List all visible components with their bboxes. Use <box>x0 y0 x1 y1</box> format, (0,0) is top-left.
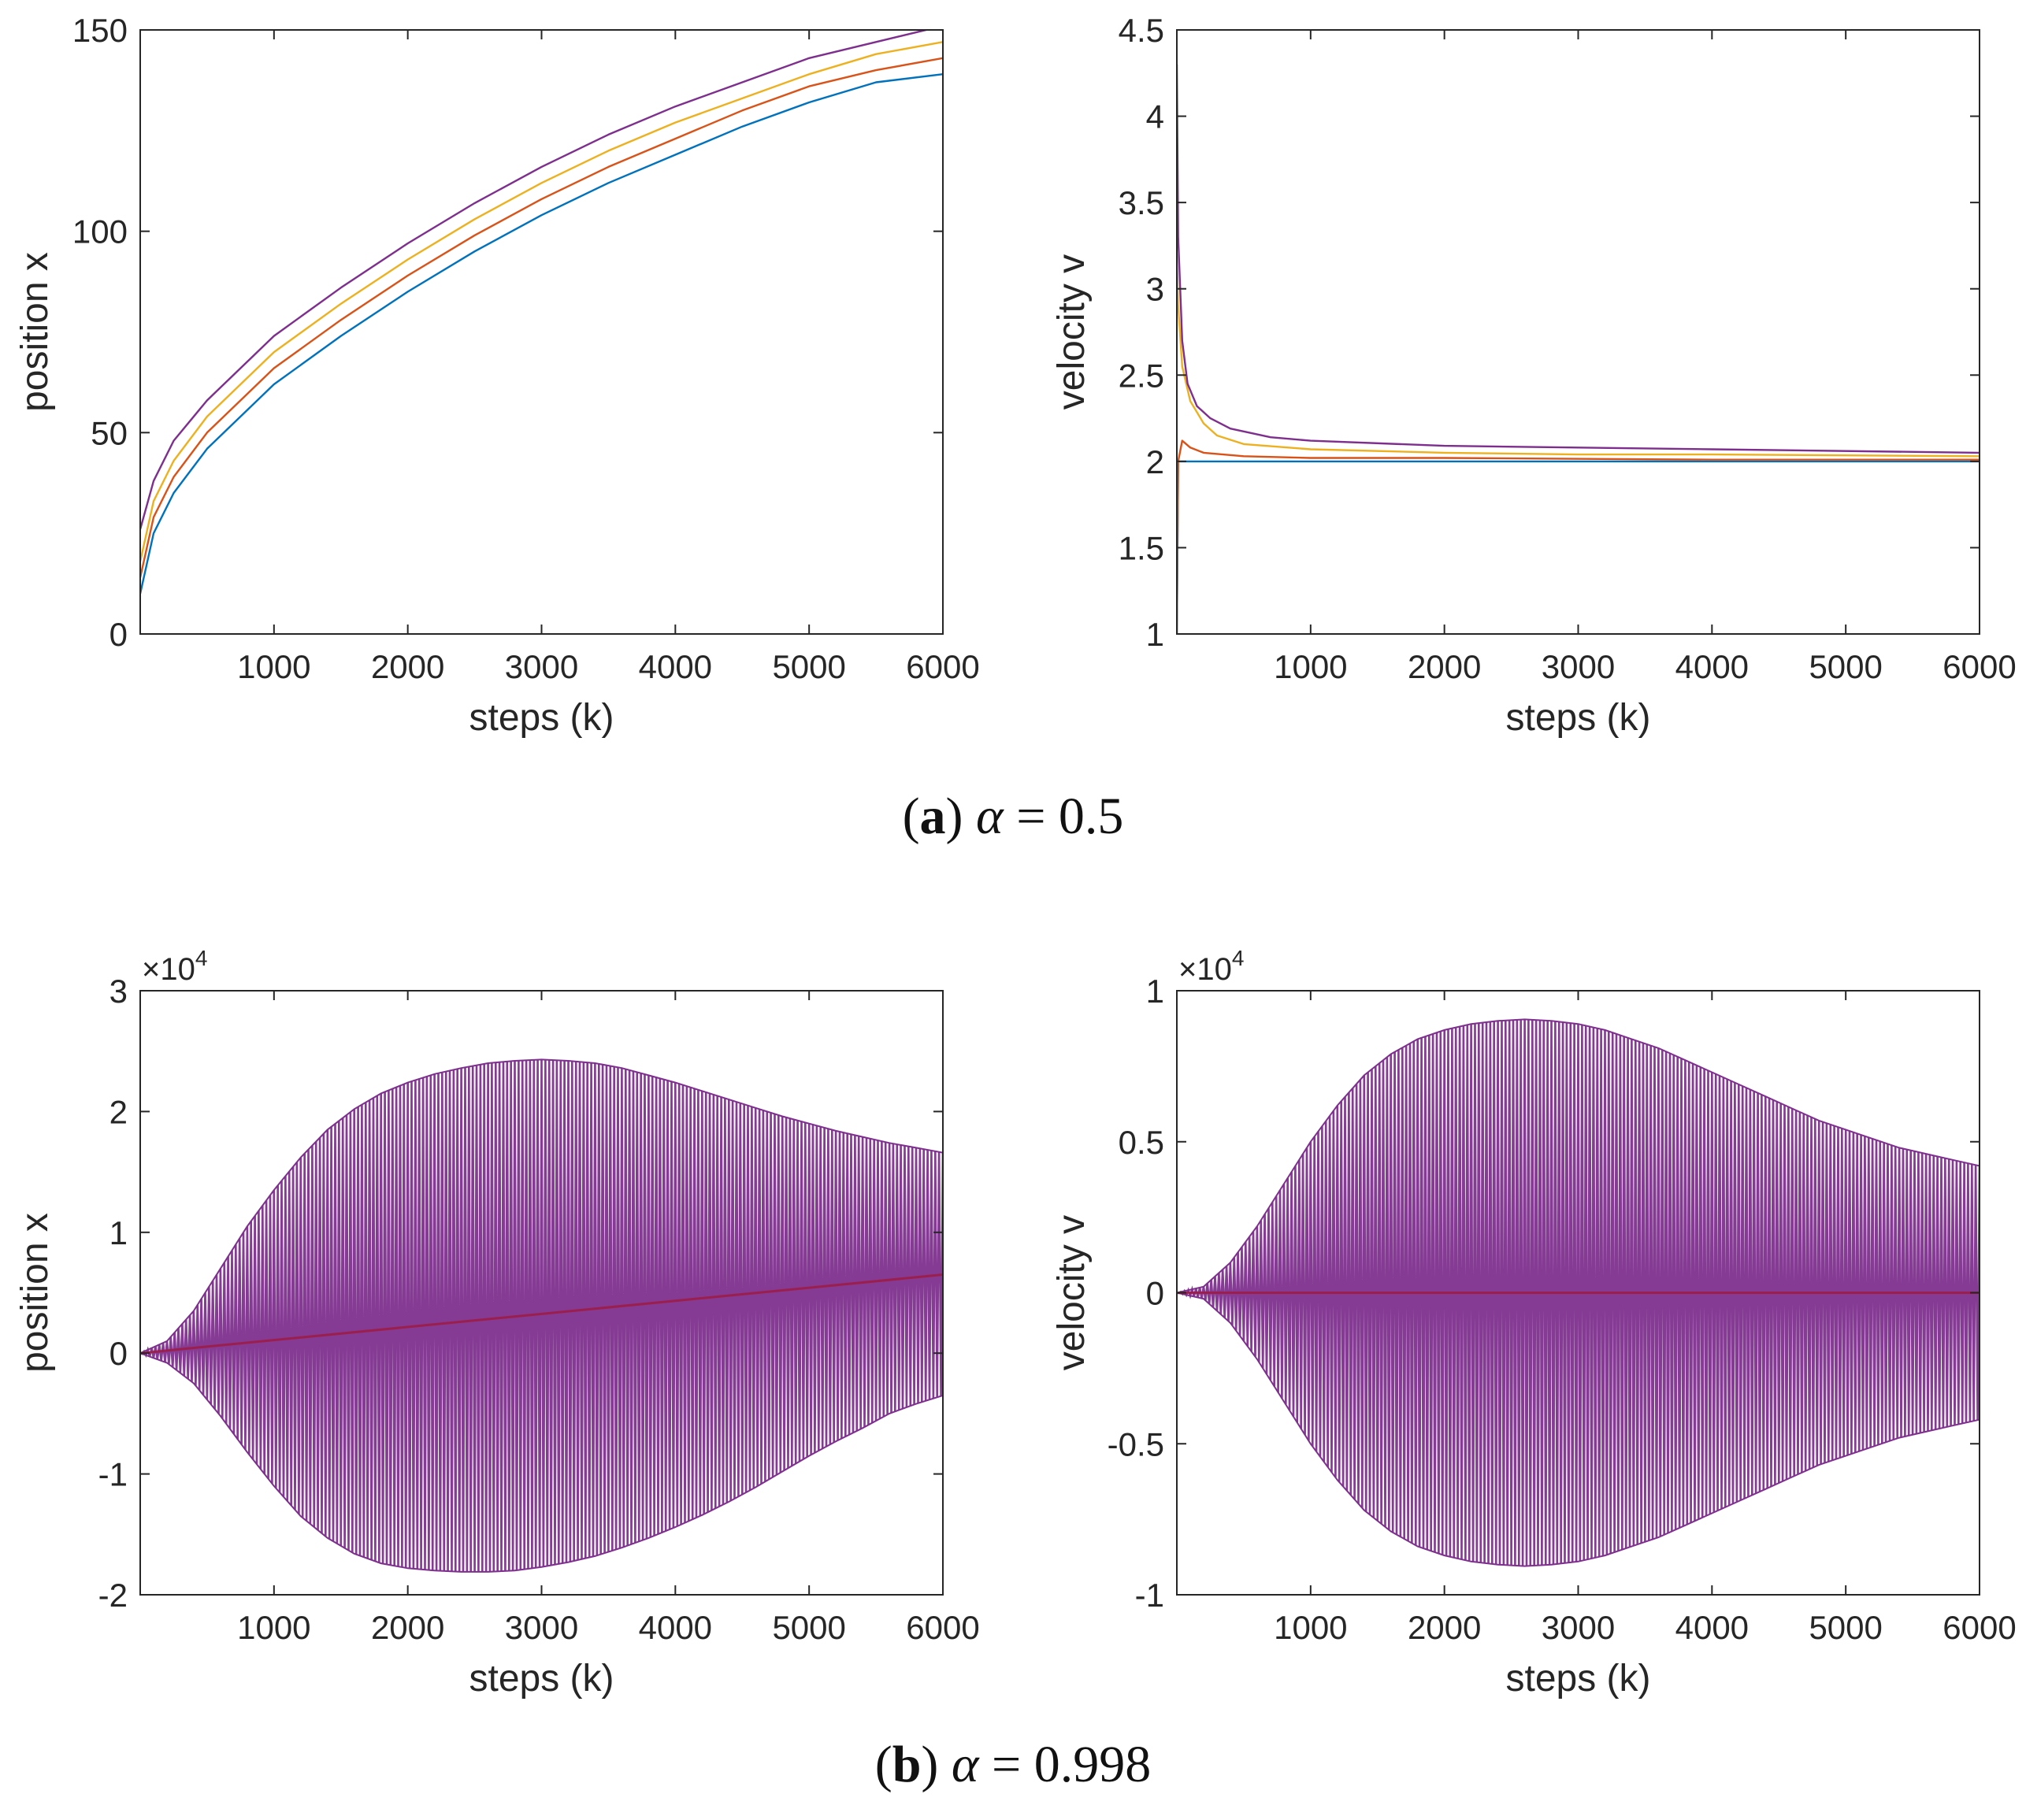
y-tick-label: 1 <box>109 1214 128 1251</box>
y-tick-label: -0.5 <box>1108 1425 1164 1462</box>
x-tick-label: 6000 <box>906 648 979 685</box>
series-agent-1 <box>140 73 943 595</box>
plot-area <box>140 30 943 595</box>
x-tick-label: 3000 <box>505 1609 578 1646</box>
caption-a: (a) α = 0.5 <box>903 788 1124 845</box>
x-axis-label: steps (k) <box>1505 1658 1650 1700</box>
chart-a-velocity: 1000 2000 3000 4000 5000 6000 1 1.5 2 2.5 3 3.5 4 4.5… <box>1051 12 2017 739</box>
x-tick-label: 2000 <box>371 1609 444 1646</box>
x-tick-label: 4000 <box>639 1609 712 1646</box>
x-tick-label: 2000 <box>371 648 444 685</box>
y-axis-label: position x <box>14 1213 56 1373</box>
x-tick-label: 2000 <box>1408 648 1481 685</box>
x-tick-label: 1000 <box>237 1609 310 1646</box>
y-tick-label: 1 <box>1146 973 1164 1010</box>
y-tick-label: 2.5 <box>1119 357 1164 394</box>
y-tick-label: 150 <box>72 12 128 49</box>
series-agent-2 <box>1177 439 1980 634</box>
x-tick-label: 3000 <box>1542 648 1615 685</box>
y-tick-label: 4 <box>1146 98 1164 135</box>
x-tick-label: 5000 <box>772 648 845 685</box>
y-axis-label: velocity v <box>1051 254 1093 410</box>
x-tick-label: 1000 <box>1274 648 1347 685</box>
x-tick-label: 3000 <box>505 648 578 685</box>
x-tick-label: 1000 <box>237 648 310 685</box>
y-exponent-label: ×104 <box>1178 946 1244 987</box>
series-agent-2 <box>140 57 943 578</box>
caption-b: (b) α = 0.998 <box>875 1736 1152 1793</box>
x-tick-label: 5000 <box>772 1609 845 1646</box>
y-axis-label: position x <box>14 252 56 412</box>
x-tick-label: 4000 <box>1675 648 1749 685</box>
x-axis-label: steps (k) <box>1505 697 1650 739</box>
plot-area <box>1177 1018 1980 1567</box>
series-oscillation-envelope-upper <box>1177 1018 1980 1294</box>
chart-b-velocity: 1000 2000 3000 4000 5000 6000 -1 -0.5 0 0.5 1 steps… <box>1051 946 2017 1700</box>
y-tick-label: 1.5 <box>1119 529 1164 566</box>
y-tick-label: 0.5 <box>1119 1124 1164 1161</box>
y-tick-label: 1 <box>1146 616 1164 653</box>
x-tick-label: 5000 <box>1809 1609 1882 1646</box>
series-oscillation-envelope-upper <box>140 1058 943 1355</box>
x-tick-label: 1000 <box>1274 1609 1347 1646</box>
x-tick-label: 2000 <box>1408 1609 1481 1646</box>
x-tick-label: 6000 <box>1943 1609 2016 1646</box>
y-tick-label: 2 <box>1146 443 1164 480</box>
y-tick-label: 50 <box>91 414 128 451</box>
y-exponent-label: ×104 <box>142 946 207 987</box>
x-tick-label: 4000 <box>639 648 712 685</box>
chart-b-position: 1000 2000 3000 4000 5000 6000 -2 -1 0 1 2 3 steps (k… <box>14 946 980 1700</box>
y-tick-label: 100 <box>72 213 128 250</box>
plot-area <box>140 1058 943 1573</box>
x-tick-label: 3000 <box>1542 1609 1615 1646</box>
y-tick-label: -1 <box>98 1456 128 1493</box>
chart-a-position: 1000 2000 3000 4000 5000 6000 0 50 100 150 steps (… <box>14 12 980 739</box>
plot-area <box>1177 64 1980 634</box>
series-agent-3 <box>1177 254 1980 458</box>
y-axis-label: velocity v <box>1051 1215 1093 1370</box>
y-tick-label: 0 <box>1146 1275 1164 1312</box>
x-tick-label: 5000 <box>1809 648 1882 685</box>
x-tick-label: 6000 <box>906 1609 979 1646</box>
series-agent-3 <box>140 41 943 562</box>
y-tick-label: -1 <box>1135 1577 1164 1614</box>
series-oscillation-envelope-lower <box>1177 1292 1980 1567</box>
x-axis-label: steps (k) <box>469 697 614 739</box>
x-tick-label: 6000 <box>1943 648 2016 685</box>
y-tick-label: 2 <box>109 1093 128 1130</box>
y-tick-label: 4.5 <box>1119 12 1164 49</box>
y-tick-label: 0 <box>109 1335 128 1372</box>
y-tick-label: -2 <box>98 1577 128 1614</box>
y-tick-label: 3 <box>109 973 128 1010</box>
series-agent-4 <box>1177 64 1980 454</box>
x-axis-label: steps (k) <box>469 1658 614 1700</box>
series-agent-4 <box>140 30 930 530</box>
y-tick-label: 3.5 <box>1119 184 1164 221</box>
series-mean-trajectory <box>140 1273 943 1355</box>
series-oscillation-envelope-lower <box>140 1352 943 1573</box>
y-tick-label: 3 <box>1146 271 1164 308</box>
x-tick-label: 4000 <box>1675 1609 1749 1646</box>
y-tick-label: 0 <box>109 616 128 653</box>
